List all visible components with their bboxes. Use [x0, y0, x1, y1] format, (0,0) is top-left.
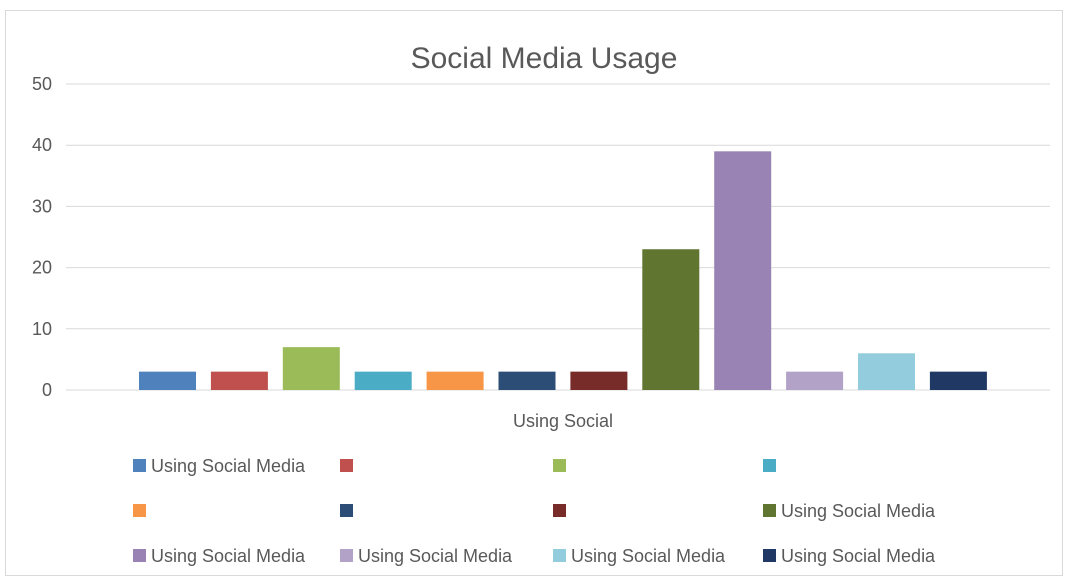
bar-series-7 [570, 371, 628, 390]
bar-series-6 [498, 371, 556, 390]
y-tick-label: 10 [32, 319, 52, 339]
legend-swatch [763, 549, 776, 562]
bar-series-8 [642, 249, 700, 390]
chart-title: Social Media Usage [411, 42, 678, 75]
y-tick-label: 0 [42, 380, 52, 400]
bars [139, 151, 987, 390]
legend-label: Using Social Media [781, 501, 936, 521]
legend-swatch [133, 504, 146, 517]
bar-series-10 [786, 371, 844, 390]
legend-label: Using Social Media [781, 546, 936, 566]
legend-swatch [763, 504, 776, 517]
legend-swatch [340, 549, 353, 562]
legend-swatch [553, 549, 566, 562]
x-category-label: Using Social [513, 411, 613, 431]
legend-swatch [133, 459, 146, 472]
legend: Using Social Media Using Social Media Usin… [133, 456, 936, 566]
legend-label: Using Social Media [151, 546, 306, 566]
y-tick-label: 50 [32, 74, 52, 94]
bar-series-5 [426, 371, 484, 390]
legend-swatch [133, 549, 146, 562]
legend-swatch [553, 504, 566, 517]
legend-label: Using Social Media [151, 456, 306, 476]
legend-label: Using Social Media [358, 546, 513, 566]
y-tick-label: 40 [32, 135, 52, 155]
bar-series-9 [714, 151, 772, 390]
legend-swatch [763, 459, 776, 472]
gridlines [66, 83, 1050, 391]
legend-label: Using Social Media [571, 546, 726, 566]
legend-swatch [340, 504, 353, 517]
bar-series-3 [282, 347, 340, 390]
bar-series-2 [210, 371, 268, 390]
legend-swatch [340, 459, 353, 472]
bar-series-11 [858, 353, 915, 390]
bar-series-4 [354, 371, 412, 390]
y-tick-label: 20 [32, 258, 52, 278]
x-axis-categories: Using Social [513, 411, 613, 431]
y-tick-label: 30 [32, 196, 52, 216]
bar-series-12 [929, 371, 987, 390]
chart-frame [5, 10, 1063, 576]
legend-swatch [553, 459, 566, 472]
bar-series-1 [139, 371, 196, 390]
y-axis-ticks: 0 10 20 30 40 50 [32, 74, 52, 400]
